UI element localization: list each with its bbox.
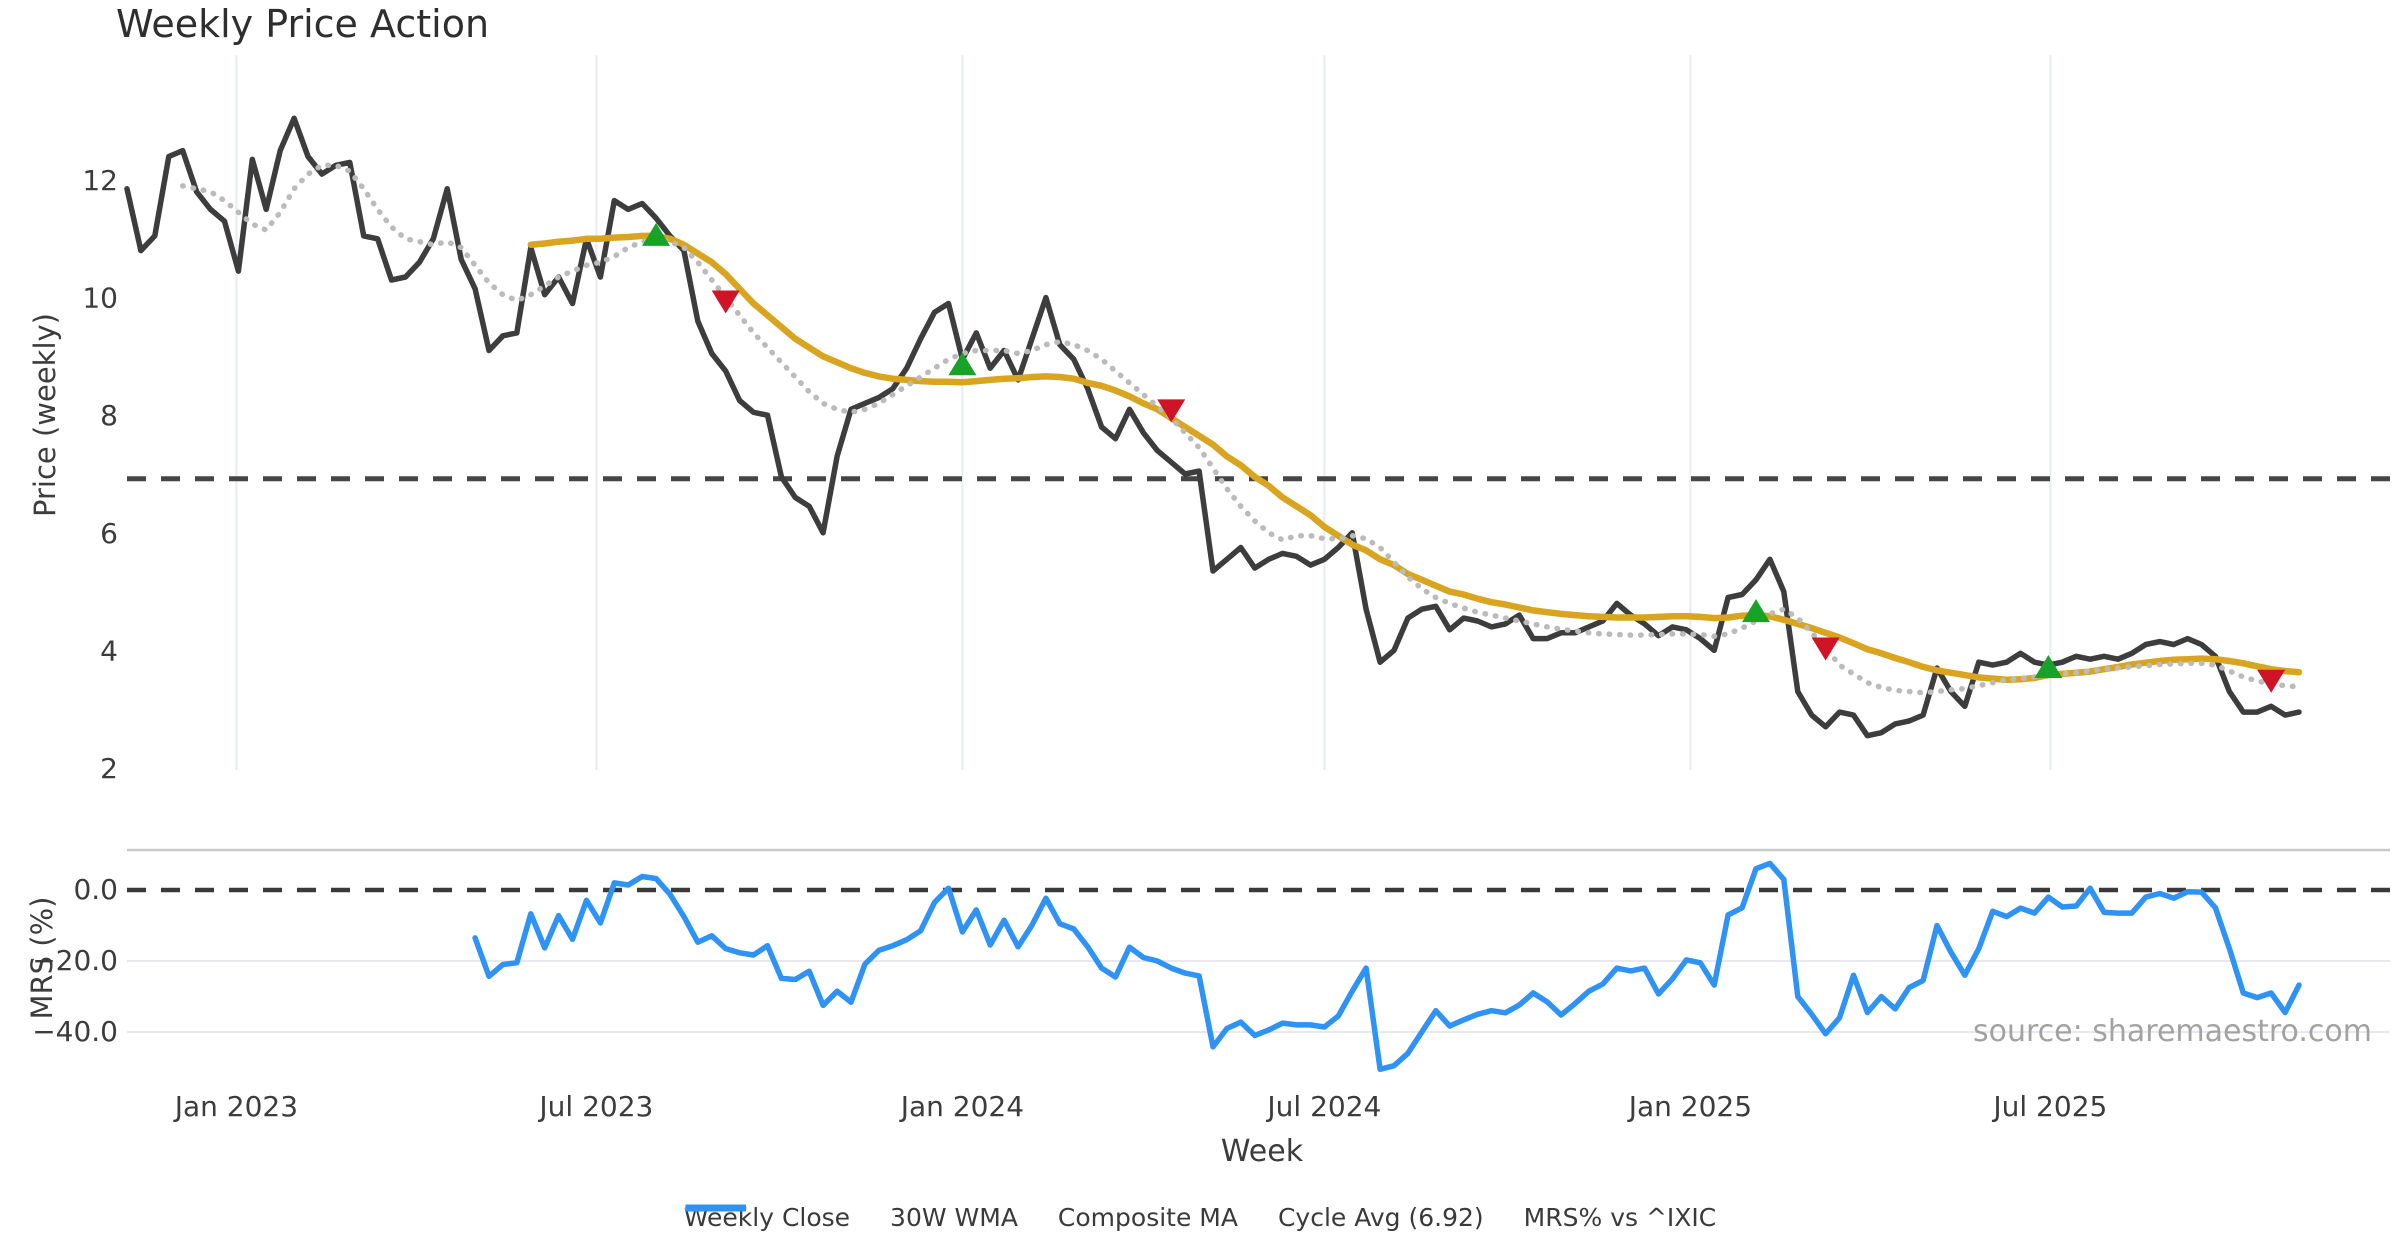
price-axis-title: Price (weekly) xyxy=(28,312,62,518)
watermark: source: sharemaestro.com xyxy=(1973,1014,2372,1049)
x-tick-label: Jan 2023 xyxy=(173,1090,298,1123)
legend-item-label: Cycle Avg (6.92) xyxy=(1277,1203,1484,1232)
legend-item-label: Composite MA xyxy=(1057,1203,1238,1232)
y-tick-label: 10 xyxy=(82,282,118,315)
x-tick-label: Jul 2024 xyxy=(1265,1090,1381,1123)
y-tick-label: 12 xyxy=(82,164,118,197)
composite-ma-line xyxy=(179,162,2302,696)
x-tick-label: Jul 2025 xyxy=(1991,1090,2107,1123)
y-tick-label: 2 xyxy=(100,752,118,785)
buy-marker xyxy=(1741,599,1770,623)
x-tick-label: Jan 2024 xyxy=(899,1090,1024,1123)
sell-marker xyxy=(2257,669,2286,693)
y-tick-label: 6 xyxy=(100,517,118,550)
legend-item-mrs: MRS% vs ^IXIC xyxy=(685,1203,1717,1232)
y-tick-label: 4 xyxy=(100,634,118,667)
mrs-tick-label: −40.0 xyxy=(32,1015,118,1048)
legend-item-cycle-avg: Cycle Avg (6.92) xyxy=(685,1203,1484,1232)
mrs-axis-title: MRS (%) xyxy=(25,896,59,1020)
mrs-line xyxy=(472,860,2302,1073)
sell-marker xyxy=(1157,399,1186,423)
buy-marker xyxy=(948,352,977,376)
buy-marker xyxy=(2034,655,2063,679)
week-axis-title: Week xyxy=(1220,1134,1304,1169)
mrs-tick-label: 0.0 xyxy=(73,873,118,906)
weekly-close-line xyxy=(124,115,2302,739)
sell-marker xyxy=(1811,637,1840,661)
legend-item-composite-ma: Composite MA xyxy=(684,1203,1238,1232)
legend-item-label: 30W WMA xyxy=(890,1203,1018,1232)
legend-item-30w-wma: 30W WMA xyxy=(685,1203,1018,1232)
sell-marker xyxy=(711,290,740,314)
legend: Weekly Close 30W WMA Composite MA Cycle … xyxy=(684,1203,1716,1232)
buy-marker xyxy=(642,222,671,246)
mrs-tick-label: −20.0 xyxy=(32,944,118,977)
mrs-swatch-icon xyxy=(685,1204,746,1212)
legend-item-label: MRS% vs ^IXIC xyxy=(1523,1203,1717,1232)
y-tick-label: 8 xyxy=(100,399,118,432)
x-tick-label: Jan 2025 xyxy=(1627,1090,1752,1123)
chart-title: Weekly Price Action xyxy=(116,2,490,46)
x-tick-label: Jul 2023 xyxy=(537,1090,653,1123)
